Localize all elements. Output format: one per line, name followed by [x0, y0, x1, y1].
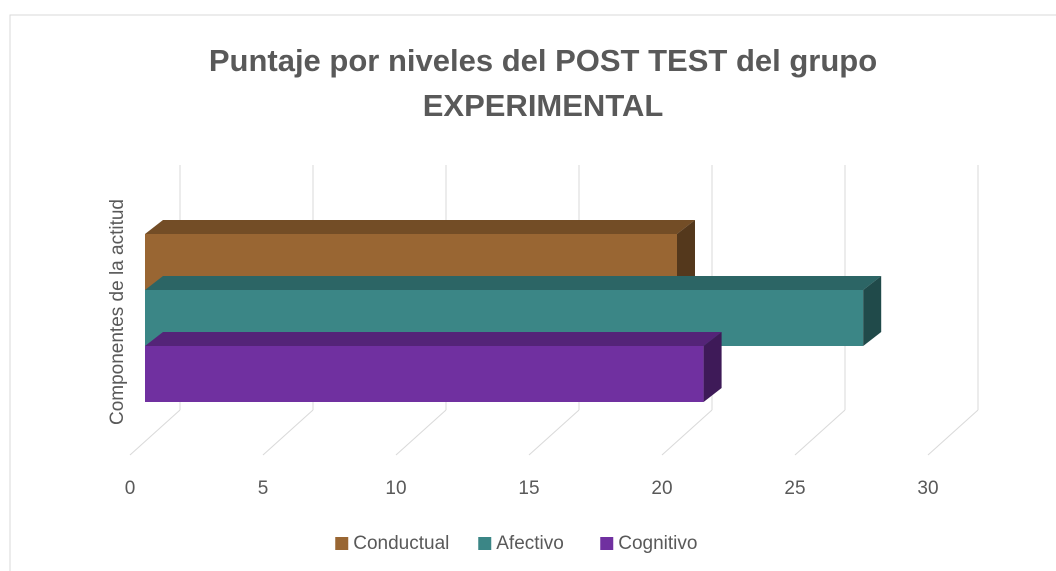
floor-line [395, 409, 447, 456]
bar-top [145, 332, 722, 346]
x-tick-label: 5 [258, 478, 269, 499]
x-tick-label: 15 [518, 478, 539, 499]
x-tick-label: 0 [125, 478, 136, 499]
y-axis-label: Componentes de la actitud [107, 199, 128, 425]
floor-line [528, 409, 580, 456]
bar-side [677, 220, 695, 290]
floor-line [661, 409, 713, 456]
bar-side [863, 276, 882, 346]
bar-top [145, 276, 882, 290]
bar-top [145, 220, 695, 234]
legend-swatch [600, 537, 614, 550]
legend-label: Afectivo [496, 533, 564, 554]
chart-border [9, 14, 1056, 571]
x-tick-label: 25 [784, 478, 805, 499]
legend-swatch [478, 537, 492, 550]
legend-swatch [335, 537, 349, 550]
floor-line [794, 409, 846, 456]
x-tick-label: 10 [385, 478, 406, 499]
legend-label: Conductual [353, 533, 449, 554]
floor-line [262, 409, 314, 456]
legend-label: Cognitivo [618, 533, 697, 554]
bar [145, 346, 704, 402]
floor-line [129, 409, 181, 456]
bar-side [703, 332, 722, 402]
floor-line [927, 409, 979, 456]
x-tick-label: 30 [917, 478, 938, 499]
chart-title: Puntaje por niveles del POST TEST del gr… [208, 43, 878, 123]
x-tick-label: 20 [651, 478, 672, 499]
